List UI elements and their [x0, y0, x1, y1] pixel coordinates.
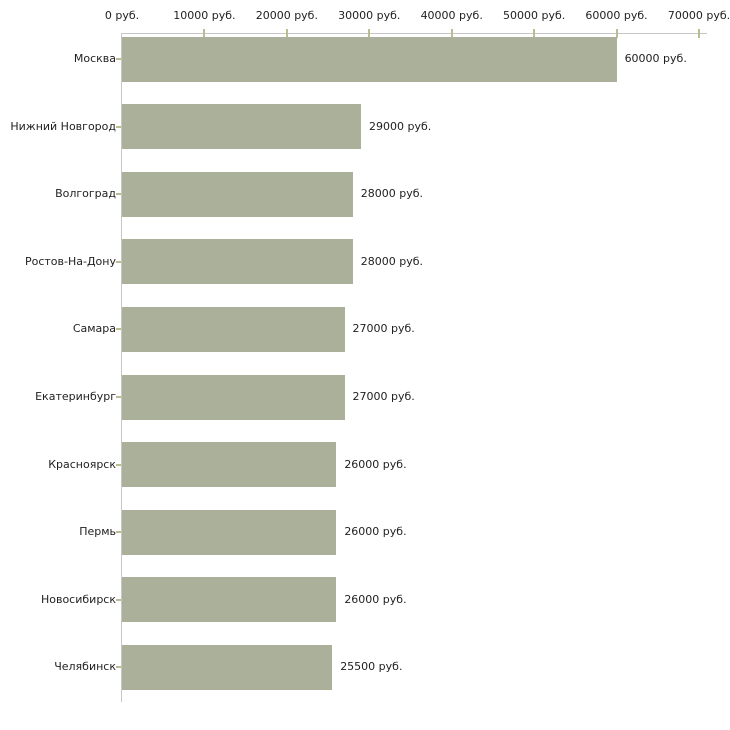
category-label: Екатеринбург [35, 390, 116, 403]
category-label: Москва [73, 52, 116, 65]
x-axis-tick-label: 20000 руб. [255, 9, 318, 22]
y-axis-tick-mark [116, 58, 121, 60]
bar [122, 374, 345, 420]
value-label: 60000 руб. [624, 52, 687, 65]
x-axis-tick-mark [450, 29, 453, 38]
x-axis-line [122, 33, 707, 34]
y-axis-tick-mark [116, 260, 121, 263]
bar [122, 644, 333, 690]
x-axis-tick-label: 60000 руб. [585, 9, 648, 22]
x-axis-tick-mark [368, 29, 371, 38]
value-label: 27000 руб. [352, 322, 415, 336]
y-axis-tick-mark [116, 463, 121, 466]
value-label: 29000 руб. [369, 119, 432, 133]
y-axis-tick-mark [116, 193, 121, 196]
y-axis-tick-mark [116, 396, 121, 398]
y-axis-tick-mark [116, 531, 121, 534]
value-label: 28000 руб. [360, 254, 424, 268]
x-axis-tick-label: 40000 руб. [420, 9, 483, 22]
category-label: Челябинск [54, 660, 116, 674]
bar [122, 239, 353, 285]
x-axis-tick-mark [203, 29, 206, 38]
y-axis-tick-mark [116, 598, 121, 601]
value-label: 28000 руб. [360, 187, 424, 201]
x-axis-tick-mark [285, 29, 288, 38]
x-axis-tick-label: 10000 руб. [173, 9, 236, 22]
y-axis-tick-mark [116, 125, 121, 128]
category-label: Нижний Новгород [10, 119, 116, 133]
x-axis-tick-label: 0 руб. [104, 9, 140, 22]
value-label: 26000 руб. [344, 457, 407, 471]
bar [122, 104, 362, 150]
x-axis-tick-mark [533, 29, 536, 38]
category-label: Ростов-На-Дону [24, 254, 116, 268]
x-axis-tick-label: 70000 руб. [667, 9, 730, 22]
y-axis-tick-mark [116, 328, 121, 331]
x-axis-tick-mark [698, 29, 700, 38]
category-label: Красноярск [48, 457, 116, 471]
x-axis-tick-label: 50000 руб. [503, 9, 566, 22]
category-label: Волгоград [55, 187, 116, 201]
y-axis-tick-mark [116, 666, 121, 669]
value-label: 25500 руб. [340, 660, 403, 674]
x-axis-tick-mark [615, 29, 618, 38]
bar [122, 171, 353, 217]
bar [122, 36, 617, 82]
bar [122, 306, 345, 352]
category-label: Пермь [79, 525, 116, 539]
bar [122, 509, 337, 555]
bar [122, 442, 337, 488]
category-label: Новосибирск [40, 592, 116, 606]
value-label: 26000 руб. [344, 592, 407, 606]
category-label: Самара [72, 322, 116, 336]
x-axis-tick-label: 30000 руб. [338, 9, 401, 22]
value-label: 27000 руб. [352, 390, 415, 403]
value-label: 26000 руб. [344, 525, 407, 539]
y-axis-line [121, 33, 122, 702]
bar [122, 577, 337, 623]
